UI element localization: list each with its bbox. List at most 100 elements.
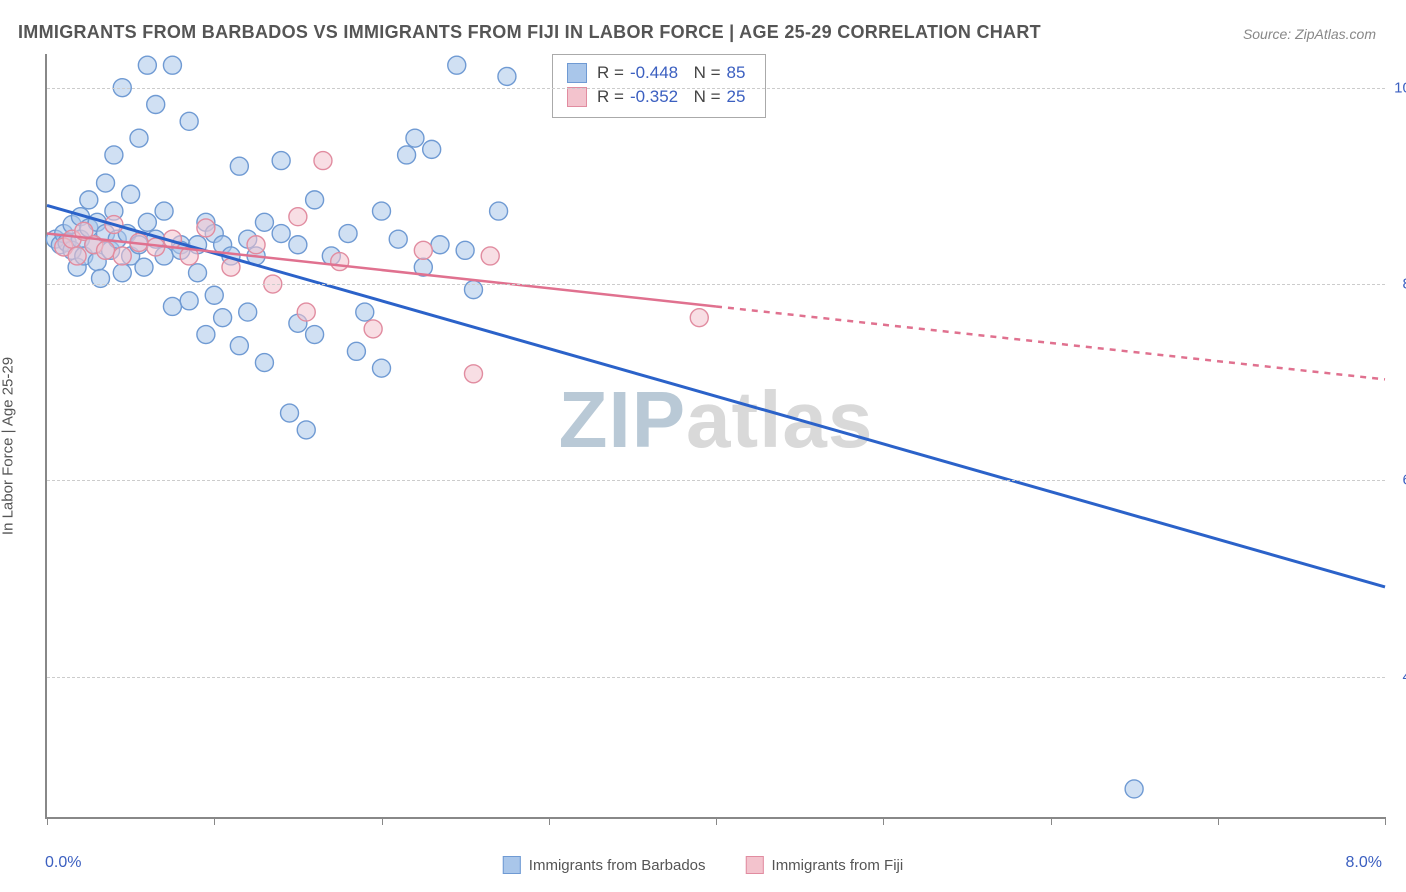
legend-bottom: Immigrants from Barbados Immigrants from… (503, 856, 903, 874)
legend-swatch-barbados (503, 856, 521, 874)
regression-line-barbados (47, 205, 1385, 587)
x-tick (214, 817, 215, 825)
point-fiji (414, 241, 432, 259)
point-barbados (306, 191, 324, 209)
stats-r-label: R = (597, 87, 624, 106)
y-tick-label: 47.5% (1390, 668, 1406, 685)
stats-r-value: -0.352 (630, 87, 678, 106)
stats-n-value: 25 (727, 87, 746, 106)
point-barbados (373, 359, 391, 377)
point-barbados (498, 67, 516, 85)
point-barbados (138, 56, 156, 74)
chart-title: IMMIGRANTS FROM BARBADOS VS IMMIGRANTS F… (18, 22, 1041, 43)
point-fiji (289, 208, 307, 226)
point-barbados (214, 309, 232, 327)
legend-label-fiji: Immigrants from Fiji (772, 857, 904, 874)
point-fiji (331, 253, 349, 271)
x-tick (1218, 817, 1219, 825)
stats-n-label: N = (694, 87, 721, 106)
point-barbados (347, 342, 365, 360)
point-barbados (272, 152, 290, 170)
point-barbados (230, 337, 248, 355)
gridline-h (47, 480, 1385, 481)
chart-container: IMMIGRANTS FROM BARBADOS VS IMMIGRANTS F… (0, 0, 1406, 892)
x-tick (549, 817, 550, 825)
stats-n-value: 85 (727, 63, 746, 82)
point-barbados (135, 258, 153, 276)
point-barbados (147, 95, 165, 113)
point-fiji (297, 303, 315, 321)
legend-label-barbados: Immigrants from Barbados (529, 857, 706, 874)
x-tick (382, 817, 383, 825)
point-barbados (389, 230, 407, 248)
point-barbados (431, 236, 449, 254)
x-axis-min-label: 0.0% (45, 854, 81, 872)
point-barbados (189, 264, 207, 282)
point-barbados (490, 202, 508, 220)
point-barbados (448, 56, 466, 74)
point-barbados (281, 404, 299, 422)
plot-svg (47, 54, 1385, 817)
x-tick (1385, 817, 1386, 825)
point-fiji (68, 247, 86, 265)
regression-line-dashed-fiji (716, 306, 1385, 379)
point-barbados (197, 326, 215, 344)
point-fiji (197, 219, 215, 237)
stats-swatch-fiji (567, 87, 587, 107)
x-tick (716, 817, 717, 825)
point-barbados (339, 225, 357, 243)
legend-item-barbados: Immigrants from Barbados (503, 856, 706, 874)
gridline-h (47, 677, 1385, 678)
point-barbados (113, 264, 131, 282)
x-axis-max-label: 8.0% (1346, 854, 1382, 872)
y-tick-label: 82.5% (1390, 276, 1406, 293)
stats-n-label: N = (694, 63, 721, 82)
point-fiji (247, 236, 265, 254)
x-tick (47, 817, 48, 825)
point-barbados (239, 303, 257, 321)
legend-item-fiji: Immigrants from Fiji (746, 856, 904, 874)
point-barbados (297, 421, 315, 439)
stats-text-fiji: R = -0.352 N = 25 (597, 87, 751, 107)
point-fiji (113, 247, 131, 265)
point-barbados (373, 202, 391, 220)
point-barbados (163, 56, 181, 74)
point-barbados (138, 213, 156, 231)
stats-r-value: -0.448 (630, 63, 678, 82)
y-tick-label: 65.0% (1390, 472, 1406, 489)
point-fiji (464, 365, 482, 383)
legend-swatch-fiji (746, 856, 764, 874)
plot-area: ZIPatlas R =-0.448 N =85 R =-0.352 N =25… (45, 54, 1385, 819)
point-barbados (80, 191, 98, 209)
point-barbados (1125, 780, 1143, 798)
point-barbados (272, 225, 290, 243)
stats-text-barbados: R =-0.448 N =85 (597, 63, 751, 83)
point-barbados (122, 185, 140, 203)
x-tick (1051, 817, 1052, 825)
point-barbados (456, 241, 474, 259)
point-barbados (130, 129, 148, 147)
y-tick-label: 100.0% (1390, 79, 1406, 96)
point-barbados (105, 146, 123, 164)
point-barbados (155, 202, 173, 220)
x-tick (883, 817, 884, 825)
point-barbados (289, 236, 307, 254)
point-barbados (255, 354, 273, 372)
gridline-h (47, 88, 1385, 89)
source-label: Source: ZipAtlas.com (1243, 26, 1376, 42)
point-barbados (423, 140, 441, 158)
point-barbados (180, 112, 198, 130)
point-barbados (406, 129, 424, 147)
point-barbados (306, 326, 324, 344)
gridline-h (47, 284, 1385, 285)
stats-row-barbados: R =-0.448 N =85 (567, 61, 751, 85)
point-barbados (205, 286, 223, 304)
point-fiji (314, 152, 332, 170)
point-barbados (97, 174, 115, 192)
point-barbados (230, 157, 248, 175)
point-fiji (364, 320, 382, 338)
point-fiji (481, 247, 499, 265)
point-barbados (163, 297, 181, 315)
point-barbados (255, 213, 273, 231)
stats-legend-box: R = -0.448 N = 85 R = -0.352 N = 25 (552, 54, 766, 118)
